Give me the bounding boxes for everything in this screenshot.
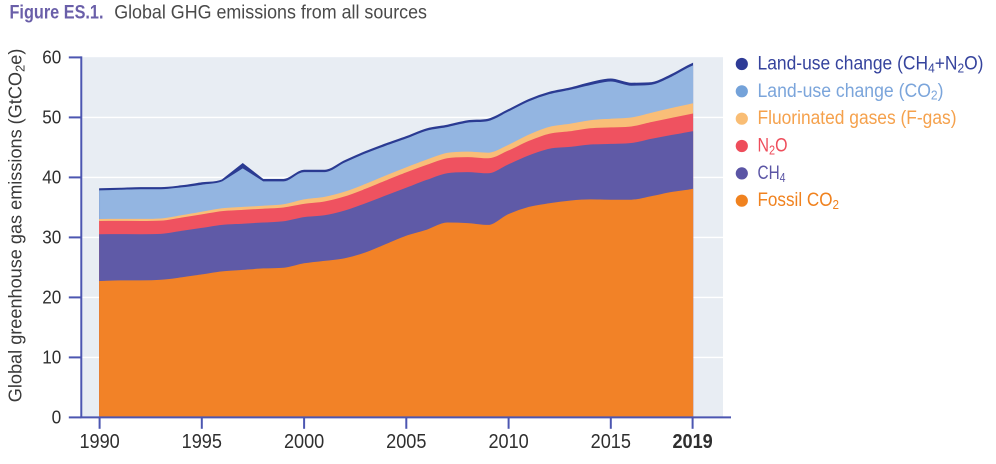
- svg-text:Global GHG emissions from all: Global GHG emissions from all sources: [114, 3, 427, 24]
- svg-text:CH4: CH4: [758, 163, 786, 185]
- svg-text:2000: 2000: [284, 430, 324, 453]
- svg-text:2019: 2019: [672, 430, 712, 453]
- svg-text:2005: 2005: [386, 430, 426, 453]
- svg-text:Land-use change (CO2): Land-use change (CO2): [758, 81, 944, 103]
- svg-text:30: 30: [42, 226, 61, 247]
- svg-text:10: 10: [42, 346, 61, 367]
- svg-text:0: 0: [52, 406, 62, 427]
- svg-text:1995: 1995: [182, 430, 222, 453]
- svg-text:1990: 1990: [79, 430, 119, 453]
- svg-text:50: 50: [42, 106, 61, 127]
- svg-text:N2O: N2O: [758, 136, 788, 158]
- svg-text:Land-use change (CH4+N2O): Land-use change (CH4+N2O): [758, 54, 984, 76]
- svg-text:2015: 2015: [591, 430, 631, 453]
- svg-text:40: 40: [42, 166, 61, 187]
- svg-text:Fossil CO2: Fossil CO2: [758, 190, 840, 212]
- svg-text:20: 20: [42, 286, 61, 307]
- svg-text:Fluorinated gases (F-gas): Fluorinated gases (F-gas): [758, 108, 957, 129]
- svg-text:Global greenhouse gas emission: Global greenhouse gas emissions (GtCO2e): [6, 49, 28, 403]
- svg-text:60: 60: [42, 46, 61, 67]
- svg-text:2010: 2010: [488, 430, 528, 453]
- svg-text:Figure ES.1.: Figure ES.1.: [10, 3, 104, 24]
